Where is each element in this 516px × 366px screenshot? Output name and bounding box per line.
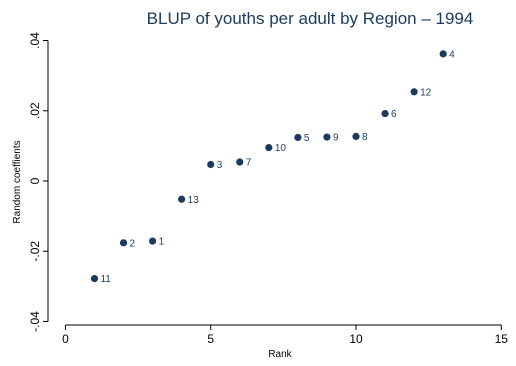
data-point xyxy=(236,158,244,166)
point-label: 8 xyxy=(362,132,368,143)
x-tick-label: 10 xyxy=(349,332,363,346)
point-label: 10 xyxy=(275,143,287,154)
point-label: 12 xyxy=(420,87,432,98)
data-point xyxy=(323,133,331,141)
point-label: 13 xyxy=(188,195,200,206)
data-point xyxy=(207,160,215,169)
data-point xyxy=(381,109,389,118)
point-label: 9 xyxy=(333,133,339,144)
data-point xyxy=(90,275,99,283)
y-tick-label: -.04 xyxy=(28,311,42,332)
data-point xyxy=(119,239,128,247)
x-tick-label: 5 xyxy=(207,332,214,346)
data-point xyxy=(410,88,418,96)
y-tick-label: .04 xyxy=(28,32,42,49)
point-label: 6 xyxy=(391,109,397,120)
x-axis: 0 5 10 15 xyxy=(62,324,509,346)
y-axis-label: Random coeffients xyxy=(12,140,23,223)
data-point xyxy=(294,133,302,142)
data-points: 11 2 1 13 3 7 10 5 9 8 6 12 4 xyxy=(90,49,455,285)
chart-title: BLUP of youths per adult by Region – 199… xyxy=(147,9,474,28)
point-label: 4 xyxy=(449,49,455,60)
data-point xyxy=(352,132,360,140)
x-tick-label: 0 xyxy=(62,332,69,346)
point-label: 3 xyxy=(217,160,223,171)
y-tick-label: 0 xyxy=(28,177,42,184)
point-label: 11 xyxy=(100,274,111,285)
x-tick-label: 15 xyxy=(495,332,509,346)
point-label: 7 xyxy=(246,158,252,169)
y-tick-label: .02 xyxy=(28,102,42,119)
point-label: 5 xyxy=(304,133,310,144)
data-point xyxy=(265,144,273,152)
data-point xyxy=(439,50,447,58)
data-point xyxy=(178,195,186,203)
point-label: 1 xyxy=(159,237,165,248)
point-label: 2 xyxy=(130,238,136,249)
data-point xyxy=(149,237,157,245)
y-axis: -.04 -.02 0 .02 .04 xyxy=(28,32,49,332)
x-axis-label: Rank xyxy=(268,349,292,360)
y-tick-label: -.02 xyxy=(28,241,42,262)
